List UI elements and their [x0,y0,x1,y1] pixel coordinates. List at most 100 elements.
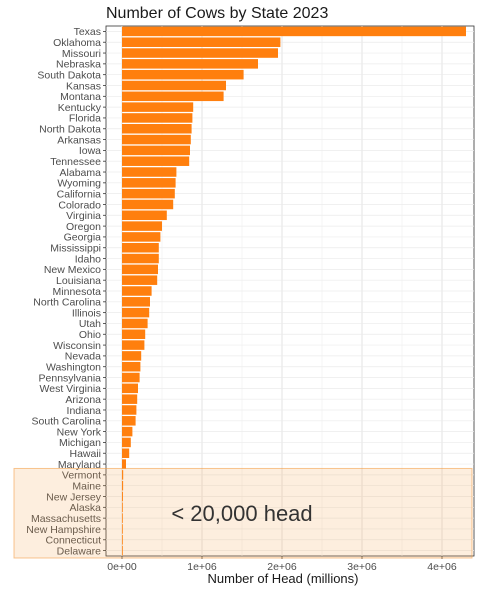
bar [122,491,123,502]
bar [122,80,226,91]
bar [122,178,176,188]
bar [122,221,162,231]
y-tick-label: Arizona [65,394,101,406]
y-tick-label: Virginia [66,210,101,222]
y-tick-label: Kansas [66,80,101,92]
bar [122,102,194,112]
bar [122,199,174,210]
y-tick-label: Kentucky [58,102,102,114]
y-tick-label: Maryland [58,459,101,471]
y-tick-label: Iowa [79,145,101,157]
bar [122,145,190,156]
y-tick-label: Illinois [72,307,101,319]
bar [122,91,224,102]
y-tick-label: Delaware [57,545,102,557]
y-tick-label: North Dakota [39,124,101,136]
bar [122,188,175,199]
bar [122,416,136,426]
bar [122,275,158,285]
bar [122,253,159,264]
y-tick-label: New Hampshire [26,524,101,536]
y-tick-label: Connecticut [46,535,102,547]
y-tick-label: South Dakota [37,69,101,81]
bar [122,459,126,469]
y-tick-label: Florida [69,113,101,125]
y-tick-label: Alaska [69,502,101,514]
y-tick-label: Hawaii [69,448,101,460]
x-axis-label: Number of Head (millions) [208,571,359,586]
bar [122,545,123,556]
bar [122,48,278,58]
x-tick-label: 3e+06 [347,561,377,573]
bar [122,394,138,404]
x-tick-label: 2e+06 [267,561,297,573]
y-tick-label: Idaho [75,253,101,265]
y-tick-label: Maine [72,480,101,492]
bar [122,448,130,459]
bar [122,405,137,415]
y-tick-label: Indiana [67,405,102,417]
y-tick-label: Texas [74,26,101,38]
y-tick-label: California [57,188,102,200]
y-tick-label: Wisconsin [53,340,101,352]
bar [122,123,192,134]
y-tick-label: Minnesota [53,286,102,298]
bar [122,26,466,37]
y-tick-label: Arkansas [57,134,101,146]
y-tick-label: New Jersey [46,491,102,503]
y-tick-label: Pennsylvania [39,372,102,384]
y-tick-label: New York [57,426,102,438]
y-tick-label: Colorado [58,199,101,211]
y-tick-label: Nebraska [56,59,101,71]
y-tick-label: Washington [46,362,101,374]
y-tick-label: North Carolina [33,297,101,309]
plot-area: 0e+00 1e+06 2e+06 3e+06 4e+06TexasOklahomaMi… [13,25,475,573]
y-tick-label: Vermont [62,470,101,482]
bar [122,470,124,480]
bar [122,232,161,242]
bar [122,37,281,47]
bar [122,297,150,307]
bar [122,242,159,253]
y-tick-label: Mississippi [50,243,101,255]
y-tick-label: Missouri [62,48,101,60]
bar [122,340,145,350]
x-tick-label: 1e+06 [187,561,217,573]
bar [122,59,258,69]
bar [122,156,190,166]
bar [122,480,124,491]
bar [122,329,146,340]
bar [122,437,131,448]
bar [122,318,148,329]
y-tick-label: West Virginia [40,383,102,395]
y-tick-label: Nevada [65,351,101,363]
bar [122,383,138,394]
bar [122,372,140,383]
y-tick-label: Ohio [79,329,101,341]
y-tick-label: Louisiana [56,275,101,287]
y-tick-label: New Mexico [44,264,101,276]
highlight-band [13,467,473,559]
bar [122,361,141,372]
y-tick-label: Tennessee [50,156,101,168]
annotation-label: < 20,000 head [171,501,312,526]
y-tick-label: Georgia [64,232,102,244]
bar [122,134,191,145]
bar [122,69,244,80]
bar [122,351,142,361]
bar [122,524,123,534]
bar [122,502,123,513]
bar [122,426,133,437]
bar [122,167,177,177]
y-tick-label: Alabama [60,167,102,179]
y-tick-label: South Carolina [32,416,102,428]
y-tick-label: Utah [79,318,101,330]
bar [122,535,123,545]
y-tick-label: Massachusetts [31,513,101,525]
y-tick-label: Montana [60,91,101,103]
bar [122,513,123,523]
y-tick-label: Oregon [66,221,101,233]
bar [122,264,158,275]
x-tick-label: 0e+00 [107,561,137,573]
